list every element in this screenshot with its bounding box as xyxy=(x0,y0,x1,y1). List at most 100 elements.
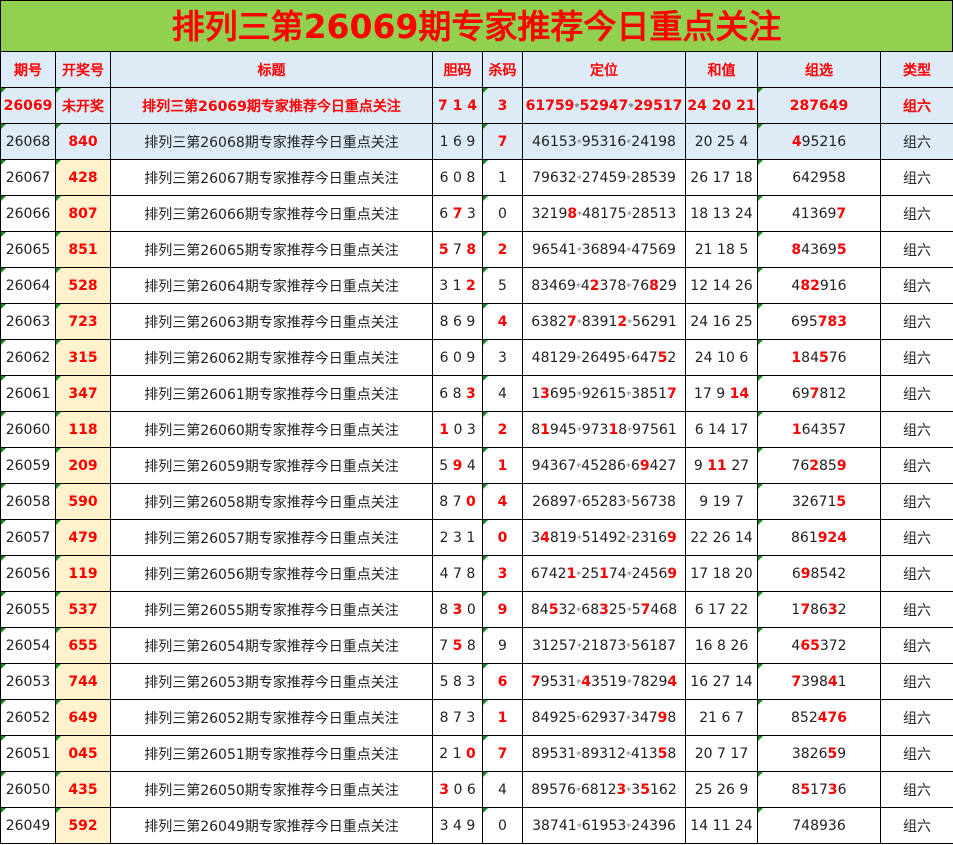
table-row[interactable]: 26055 537 排列三第26055期专家推荐今日重点关注 8 3 0 9 84532*… xyxy=(0,591,953,628)
table-row[interactable]: 26051 045 排列三第26051期专家推荐今日重点关注 2 1 0 7 89531*… xyxy=(0,735,953,772)
issue-cell: 26052 xyxy=(0,699,56,736)
draw-cell: 479 xyxy=(55,519,111,556)
col-issue: 期号 xyxy=(0,51,56,88)
draw-cell: 118 xyxy=(55,411,111,448)
draw-cell: 045 xyxy=(55,735,111,772)
position-cell: 96541*36894*47569 xyxy=(522,231,686,268)
draw-cell: 209 xyxy=(55,447,111,484)
dan-cell: 7 1 4 xyxy=(432,87,483,124)
col-position: 定位 xyxy=(522,51,686,88)
sha-cell: 1 xyxy=(482,447,523,484)
position-cell: 63827*83912*56291 xyxy=(522,303,686,340)
table-row[interactable]: 26060 118 排列三第26060期专家推荐今日重点关注 1 0 3 2 81945*… xyxy=(0,411,953,448)
position-cell: 48129*26495*64752 xyxy=(522,339,686,376)
group-cell: 642958 xyxy=(757,159,881,196)
table-row[interactable]: 26052 649 排列三第26052期专家推荐今日重点关注 8 7 3 1 84925*… xyxy=(0,699,953,736)
title-cell: 排列三第26060期专家推荐今日重点关注 xyxy=(110,411,433,448)
dan-cell: 6 0 8 xyxy=(432,159,483,196)
group-cell: 495216 xyxy=(757,123,881,160)
group-cell: 697812 xyxy=(757,375,881,412)
title-cell: 排列三第26055期专家推荐今日重点关注 xyxy=(110,591,433,628)
type-cell: 组六 xyxy=(880,591,953,628)
dan-cell: 2 1 0 xyxy=(432,735,483,772)
table-row[interactable]: 26053 744 排列三第26053期专家推荐今日重点关注 5 8 3 6 79531*… xyxy=(0,663,953,700)
sum-cell: 9 11 27 xyxy=(685,447,758,484)
title-cell: 排列三第26068期专家推荐今日重点关注 xyxy=(110,123,433,160)
sha-cell: 2 xyxy=(482,411,523,448)
group-cell: 326715 xyxy=(757,483,881,520)
sha-cell: 1 xyxy=(482,699,523,736)
sum-cell: 16 8 26 xyxy=(685,627,758,664)
position-cell: 67421*25174*24569 xyxy=(522,555,686,592)
sum-cell: 21 6 7 xyxy=(685,699,758,736)
title-cell: 排列三第26058期专家推荐今日重点关注 xyxy=(110,483,433,520)
table-row[interactable]: 26050 435 排列三第26050期专家推荐今日重点关注 3 0 6 4 89576*… xyxy=(0,771,953,808)
col-dan: 胆码 xyxy=(432,51,483,88)
group-cell: 413697 xyxy=(757,195,881,232)
sha-cell: 9 xyxy=(482,627,523,664)
sum-cell: 26 17 18 xyxy=(685,159,758,196)
issue-cell: 26056 xyxy=(0,555,56,592)
issue-cell: 26050 xyxy=(0,771,56,808)
sha-cell: 3 xyxy=(482,339,523,376)
draw-cell: 528 xyxy=(55,267,111,304)
group-cell: 739841 xyxy=(757,663,881,700)
group-cell: 748936 xyxy=(757,807,881,844)
table-row[interactable]: 26064 528 排列三第26064期专家推荐今日重点关注 3 1 2 5 83469*… xyxy=(0,267,953,304)
sum-cell: 12 14 26 xyxy=(685,267,758,304)
table-row[interactable]: 26063 723 排列三第26063期专家推荐今日重点关注 8 6 9 4 63827*… xyxy=(0,303,953,340)
table-row[interactable]: 26067 428 排列三第26067期专家推荐今日重点关注 6 0 8 1 79632*… xyxy=(0,159,953,196)
type-cell: 组六 xyxy=(880,339,953,376)
type-cell: 组六 xyxy=(880,807,953,844)
draw-cell: 807 xyxy=(55,195,111,232)
col-title: 标题 xyxy=(110,51,433,88)
dan-cell: 4 7 8 xyxy=(432,555,483,592)
draw-cell: 537 xyxy=(55,591,111,628)
table-row[interactable]: 26061 347 排列三第26061期专家推荐今日重点关注 6 8 3 4 13695*… xyxy=(0,375,953,412)
position-cell: 79632*27459*28539 xyxy=(522,159,686,196)
position-cell: 32198*48175*28513 xyxy=(522,195,686,232)
table-row[interactable]: 26058 590 排列三第26058期专家推荐今日重点关注 8 7 0 4 26897*… xyxy=(0,483,953,520)
dan-cell: 8 6 9 xyxy=(432,303,483,340)
position-cell: 61759*52947*29517 xyxy=(522,87,686,124)
dan-cell: 8 3 0 xyxy=(432,591,483,628)
table-row[interactable]: 26068 840 排列三第26068期专家推荐今日重点关注 1 6 9 7 46153*… xyxy=(0,123,953,160)
table-row[interactable]: 26066 807 排列三第26066期专家推荐今日重点关注 6 7 3 0 32198*… xyxy=(0,195,953,232)
group-cell: 164357 xyxy=(757,411,881,448)
title-cell: 排列三第26049期专家推荐今日重点关注 xyxy=(110,807,433,844)
title-cell: 排列三第26066期专家推荐今日重点关注 xyxy=(110,195,433,232)
recommendation-table: 期号 开奖号 标题 胆码 杀码 定位 和值 组选 类型 26069 未开奖 排列三第… xyxy=(0,51,953,844)
title-cell: 排列三第26051期专家推荐今日重点关注 xyxy=(110,735,433,772)
table-row[interactable]: 26056 119 排列三第26056期专家推荐今日重点关注 4 7 8 3 67421*… xyxy=(0,555,953,592)
table-row[interactable]: 26062 315 排列三第26062期专家推荐今日重点关注 6 0 9 3 48129*… xyxy=(0,339,953,376)
sum-cell: 21 18 5 xyxy=(685,231,758,268)
table-row[interactable]: 26057 479 排列三第26057期专家推荐今日重点关注 2 3 1 0 34819*… xyxy=(0,519,953,556)
dan-cell: 5 9 4 xyxy=(432,447,483,484)
sum-cell: 17 9 14 xyxy=(685,375,758,412)
title-cell: 排列三第26067期专家推荐今日重点关注 xyxy=(110,159,433,196)
position-cell: 34819*51492*23169 xyxy=(522,519,686,556)
dan-cell: 1 0 3 xyxy=(432,411,483,448)
sum-cell: 22 26 14 xyxy=(685,519,758,556)
title-cell: 排列三第26069期专家推荐今日重点关注 xyxy=(110,87,433,124)
sha-cell: 3 xyxy=(482,555,523,592)
table-row[interactable]: 26059 209 排列三第26059期专家推荐今日重点关注 5 9 4 1 94367*… xyxy=(0,447,953,484)
dan-cell: 6 0 9 xyxy=(432,339,483,376)
type-cell: 组六 xyxy=(880,231,953,268)
table-row[interactable]: 26054 655 排列三第26054期专家推荐今日重点关注 7 5 8 9 31257*… xyxy=(0,627,953,664)
issue-cell: 26055 xyxy=(0,591,56,628)
table-row[interactable]: 26065 851 排列三第26065期专家推荐今日重点关注 5 7 8 2 96541*… xyxy=(0,231,953,268)
type-cell: 组六 xyxy=(880,663,953,700)
table-row[interactable]: 26069 未开奖 排列三第26069期专家推荐今日重点关注 7 1 4 3 61759*… xyxy=(0,87,953,124)
sha-cell: 7 xyxy=(482,735,523,772)
sum-cell: 18 13 24 xyxy=(685,195,758,232)
type-cell: 组六 xyxy=(880,699,953,736)
dan-cell: 3 4 9 xyxy=(432,807,483,844)
dan-cell: 3 1 2 xyxy=(432,267,483,304)
group-cell: 698542 xyxy=(757,555,881,592)
table-row[interactable]: 26049 592 排列三第26049期专家推荐今日重点关注 3 4 9 0 38741*… xyxy=(0,807,953,844)
dan-cell: 5 7 8 xyxy=(432,231,483,268)
title-cell: 排列三第26061期专家推荐今日重点关注 xyxy=(110,375,433,412)
group-cell: 482916 xyxy=(757,267,881,304)
draw-cell: 840 xyxy=(55,123,111,160)
